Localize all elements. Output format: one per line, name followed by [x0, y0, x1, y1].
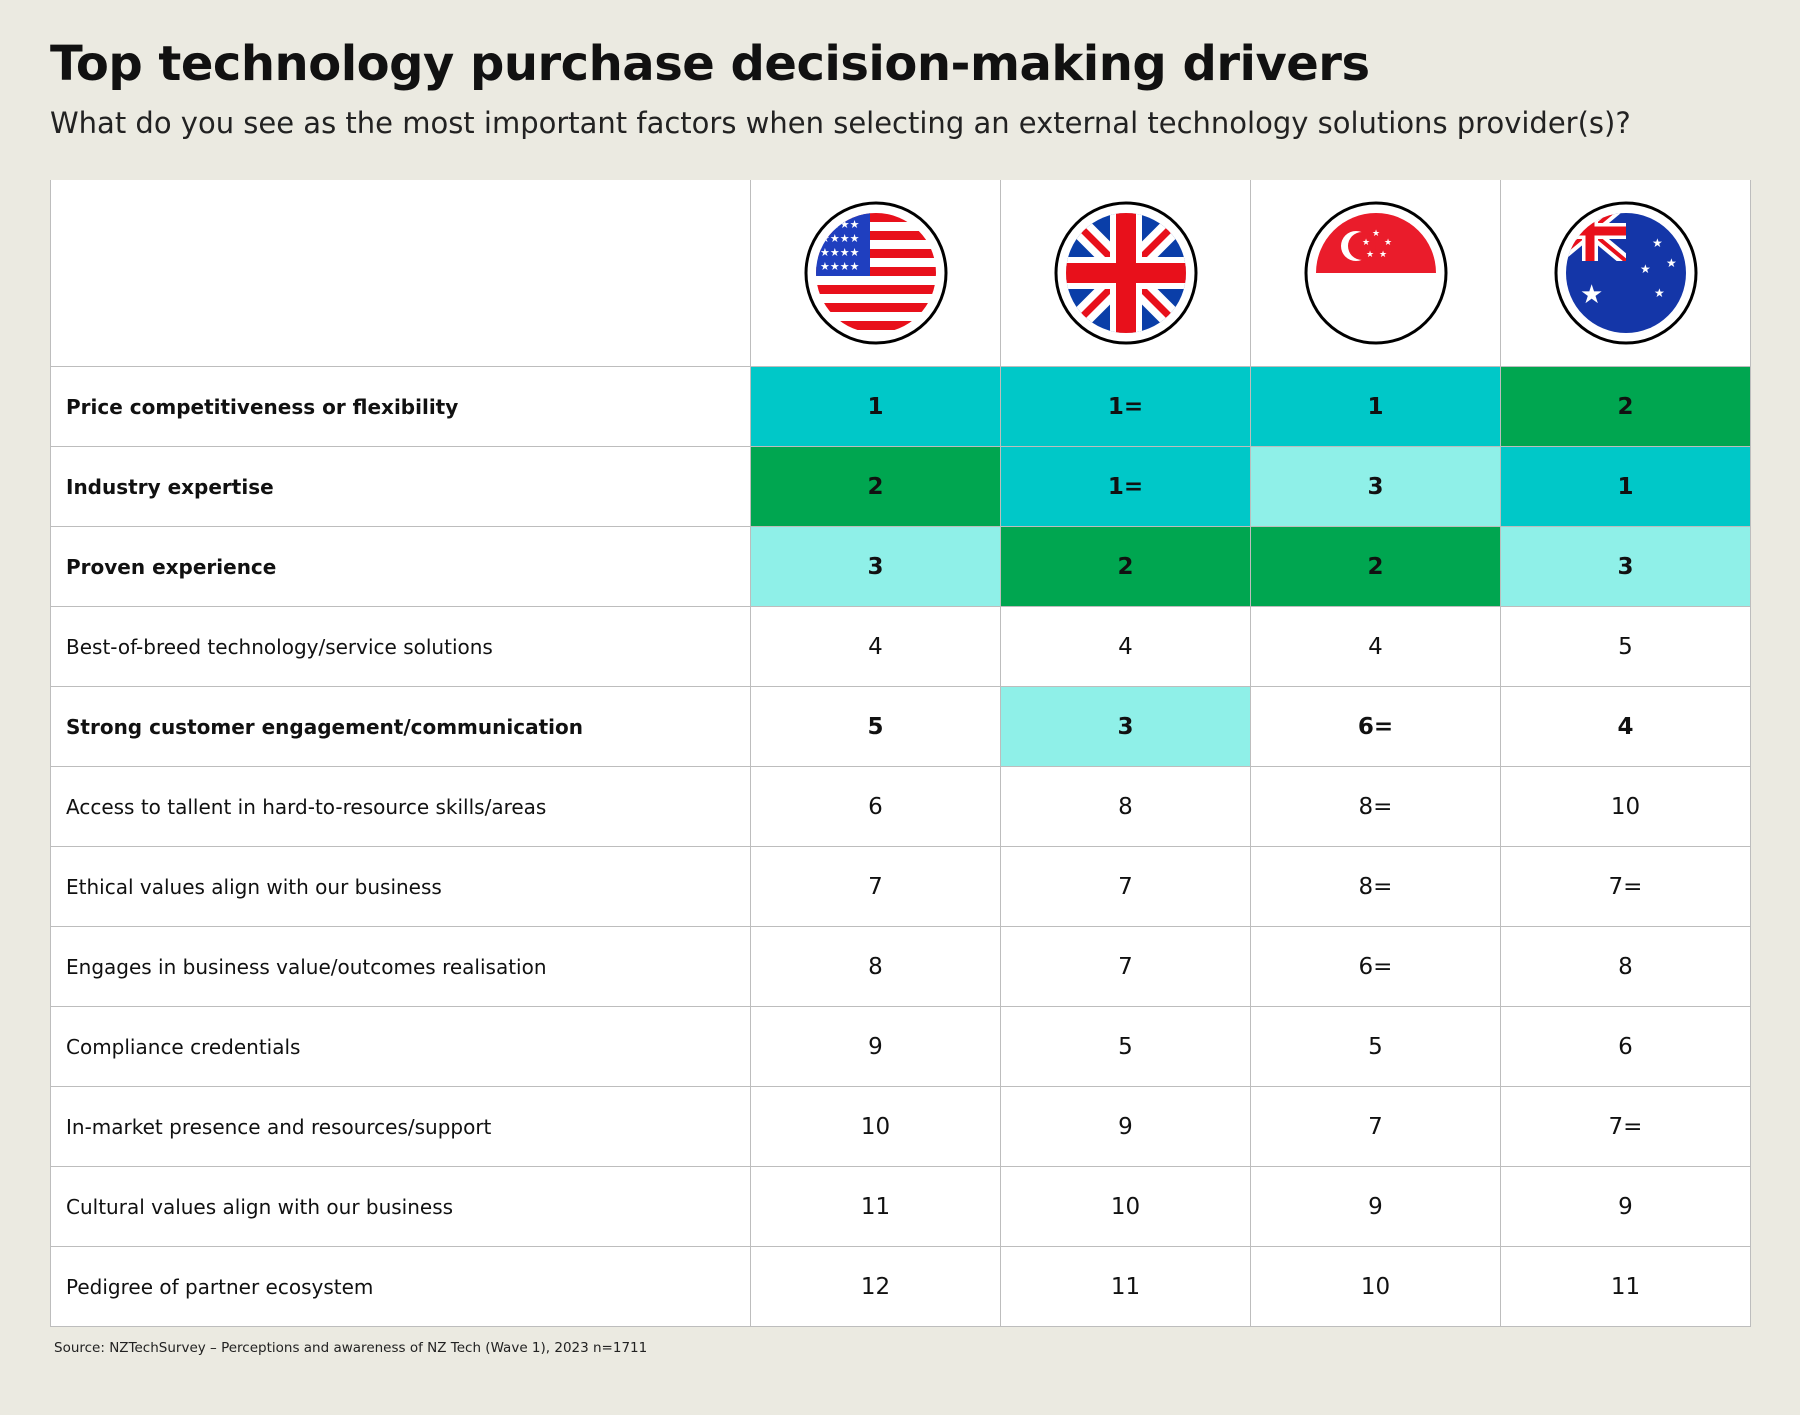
rank-cell: 4	[1250, 606, 1501, 687]
header-australia: ★ ★ ★ ★ ★	[1500, 180, 1751, 367]
rank-cell: 7	[750, 846, 1001, 927]
table-row: Ethical values align with our business 7 7…	[50, 846, 1751, 927]
rank-cell: 3	[750, 526, 1001, 607]
page-title: Top technology purchase decision-making …	[50, 36, 1370, 92]
rank-cell: 10	[1250, 1246, 1501, 1327]
svg-text:★: ★	[1379, 250, 1387, 260]
svg-text:★★★★: ★★★★	[820, 260, 860, 273]
rank-cell: 11	[750, 1166, 1001, 1247]
svg-text:★: ★	[1652, 236, 1663, 250]
row-label: Ethical values align with our business	[50, 846, 751, 927]
rank-cell: 6	[750, 766, 1001, 847]
rank-cell: 10	[1500, 766, 1751, 847]
header-row: ★★★★ ★★★★ ★★★★ ★ ★ ★ ★	[50, 180, 1751, 367]
table-row: Cultural values align with our business 1…	[50, 1166, 1751, 1247]
row-label: Best-of-breed technology/service solutio…	[50, 606, 751, 687]
table-row: Strong customer engagement/communication…	[50, 686, 1751, 767]
rank-cell: 6=	[1250, 686, 1501, 767]
rank-cell: 10	[1000, 1166, 1251, 1247]
rank-cell: 3	[1250, 446, 1501, 527]
rank-cell: 1	[1250, 366, 1501, 447]
table-row: Pedigree of partner ecosystem 12 11 10 11	[50, 1246, 1751, 1327]
rank-cell: 9	[1000, 1086, 1251, 1167]
table-row: Price competitiveness or flexibility 1 1= 1…	[50, 366, 1751, 447]
rank-cell: 7=	[1500, 1086, 1751, 1167]
singapore-flag-icon: ★★★★ ★	[1304, 201, 1447, 345]
rank-cell: 8=	[1250, 766, 1501, 847]
rank-cell: 7=	[1500, 846, 1751, 927]
rank-cell: 5	[750, 686, 1001, 767]
rank-cell: 9	[1500, 1166, 1751, 1247]
header-usa: ★★★★★★★★★★★★★★★★	[750, 180, 1001, 367]
svg-text:★★★★: ★★★★	[820, 246, 860, 259]
table-row: Engages in business value/outcomes reali…	[50, 926, 1751, 1007]
rank-cell: 4	[1500, 686, 1751, 767]
row-label: Cultural values align with our business	[50, 1166, 751, 1247]
rank-cell: 5	[1500, 606, 1751, 687]
header-uk	[1000, 180, 1251, 367]
svg-text:★★★★: ★★★★	[820, 232, 860, 245]
uk-flag-icon	[1054, 201, 1197, 345]
row-label: Compliance credentials	[50, 1006, 751, 1087]
rank-cell: 10	[750, 1086, 1001, 1167]
rank-cell: 5	[1250, 1006, 1501, 1087]
row-label: Industry expertise	[50, 446, 751, 527]
rank-cell: 2	[1000, 526, 1251, 607]
rank-cell: 1=	[1000, 446, 1251, 527]
row-label: Strong customer engagement/communication	[50, 686, 751, 767]
table-row: Compliance credentials 9 5 5 6	[50, 1006, 1751, 1087]
svg-text:★: ★	[1362, 238, 1370, 248]
row-label: Proven experience	[50, 526, 751, 607]
table-row: In-market presence and resources/support…	[50, 1086, 1751, 1167]
rank-cell: 2	[750, 446, 1001, 527]
rank-cell: 8	[1000, 766, 1251, 847]
rank-cell: 9	[1250, 1166, 1501, 1247]
rank-cell: 1=	[1000, 366, 1251, 447]
rank-cell: 11	[1500, 1246, 1751, 1327]
svg-text:★: ★	[1384, 238, 1392, 248]
rank-cell: 3	[1500, 526, 1751, 607]
rank-cell: 6	[1500, 1006, 1751, 1087]
row-label: In-market presence and resources/support	[50, 1086, 751, 1167]
rank-cell: 8	[750, 926, 1001, 1007]
table-row: Industry expertise 2 1= 3 1	[50, 446, 1751, 527]
row-label: Pedigree of partner ecosystem	[50, 1246, 751, 1327]
rank-cell: 11	[1000, 1246, 1251, 1327]
table-row: Best-of-breed technology/service solutio…	[50, 606, 1751, 687]
table-row: Proven experience 3 2 2 3	[50, 526, 1751, 607]
rank-cell: 8=	[1250, 846, 1501, 927]
svg-text:★: ★	[1640, 262, 1651, 276]
rank-cell: 12	[750, 1246, 1001, 1327]
rank-cell: 7	[1250, 1086, 1501, 1167]
rank-cell: 9	[750, 1006, 1001, 1087]
rank-cell: 4	[750, 606, 1001, 687]
rank-cell: 6=	[1250, 926, 1501, 1007]
australia-flag-icon: ★★★★★	[1554, 201, 1697, 345]
svg-text:★: ★	[1366, 250, 1374, 260]
table-row: Access to tallent in hard-to-resource sk…	[50, 766, 1751, 847]
rank-cell: 7	[1000, 926, 1251, 1007]
row-label: Engages in business value/outcomes reali…	[50, 926, 751, 1007]
usa-flag-icon: ★★★★★★★★★★★★★★★★	[804, 201, 947, 345]
rank-cell: 1	[750, 366, 1001, 447]
rank-cell: 3	[1000, 686, 1251, 767]
row-label: Access to tallent in hard-to-resource sk…	[50, 766, 751, 847]
svg-text:★: ★	[1580, 280, 1603, 310]
svg-text:★: ★	[1372, 229, 1380, 239]
rank-cell: 7	[1000, 846, 1251, 927]
header-singapore: ★ ★ ★ ★ ★	[1250, 180, 1501, 367]
source-note: Source: NZTechSurvey – Perceptions and a…	[54, 1340, 648, 1356]
page-subtitle: What do you see as the most important fa…	[50, 106, 1631, 140]
rank-cell: 8	[1500, 926, 1751, 1007]
svg-text:★: ★	[1654, 286, 1665, 300]
header-empty-cell	[50, 180, 751, 367]
rank-cell: 4	[1000, 606, 1251, 687]
rank-cell: 2	[1500, 366, 1751, 447]
rank-cell: 5	[1000, 1006, 1251, 1087]
svg-text:★: ★	[1666, 256, 1677, 270]
row-label: Price competitiveness or flexibility	[50, 366, 751, 447]
rankings-table: ★★★★ ★★★★ ★★★★ ★ ★ ★ ★	[50, 180, 1751, 1327]
rank-cell: 2	[1250, 526, 1501, 607]
rank-cell: 1	[1500, 446, 1751, 527]
